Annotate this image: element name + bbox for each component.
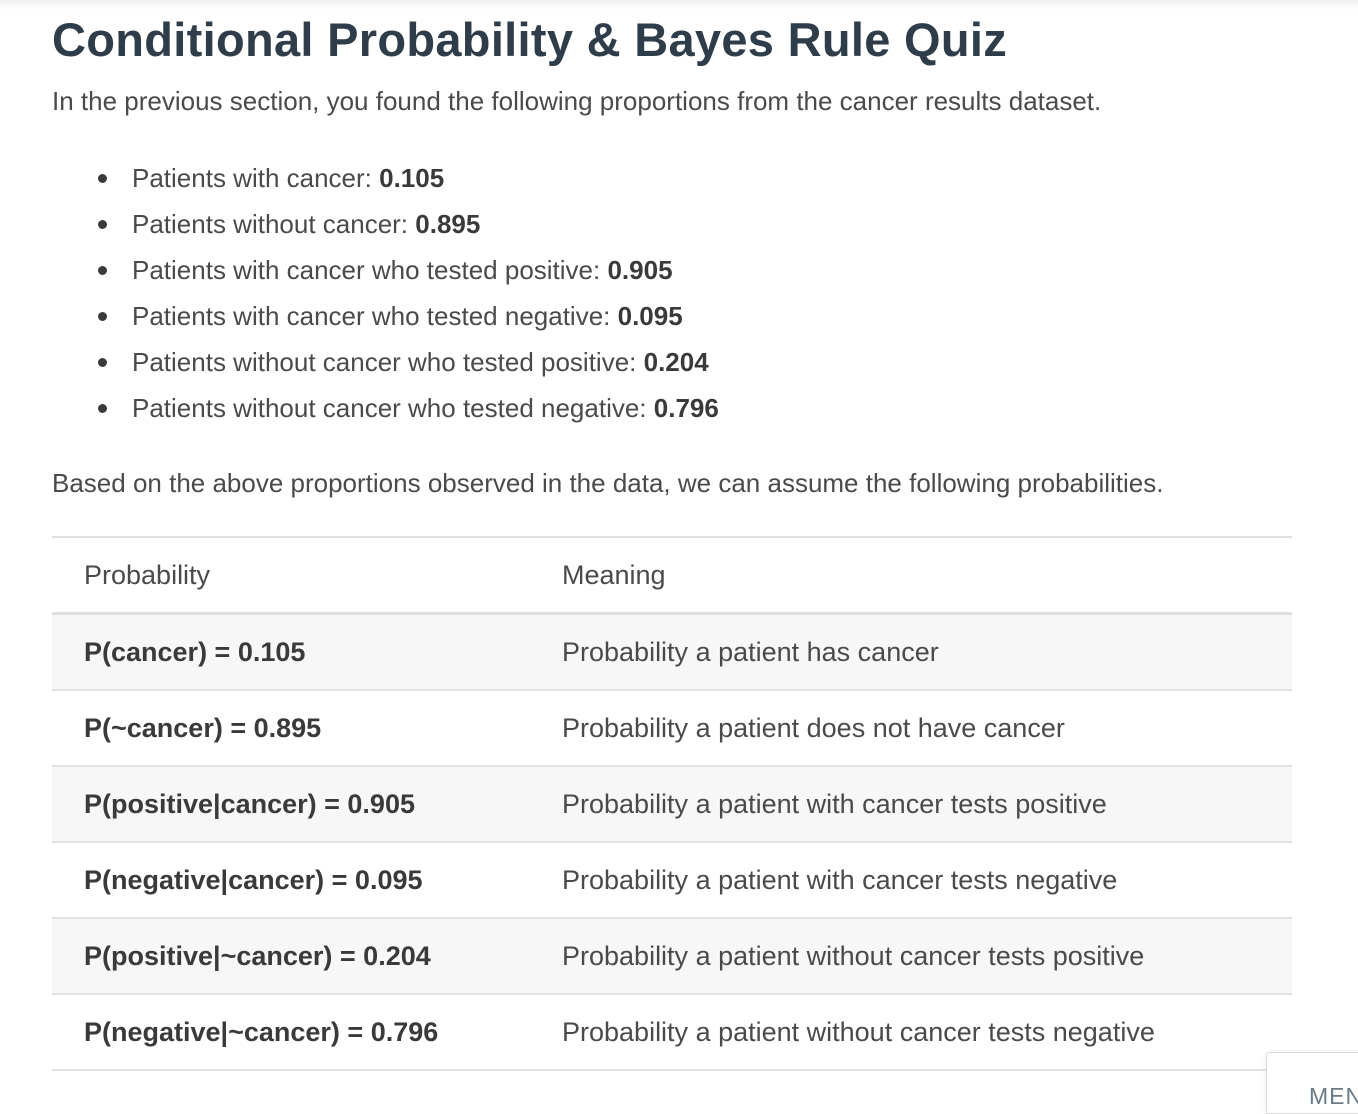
- list-item: Patients with cancer who tested negative…: [52, 293, 719, 339]
- probability-cell: P(positive|cancer) = 0.905: [52, 766, 530, 843]
- proportion-value: 0.095: [617, 301, 683, 331]
- proportions-list: Patients with cancer: 0.105 Patients wit…: [52, 155, 719, 431]
- probability-cell: P(cancer) = 0.105: [52, 613, 530, 691]
- column-header-probability: Probability: [52, 537, 530, 615]
- proportion-label: Patients with cancer who tested negative…: [132, 301, 618, 331]
- meaning-cell: Probability a patient does not have canc…: [530, 690, 1292, 767]
- proportion-label: Patients without cancer who tested posit…: [132, 347, 644, 377]
- meaning-cell: Probability a patient has cancer: [530, 613, 1292, 691]
- proportion-value: 0.895: [415, 209, 481, 239]
- proportion-label: Patients with cancer:: [132, 163, 380, 193]
- proportion-label: Patients with cancer who tested positive…: [132, 255, 608, 285]
- top-shadow: [0, 0, 1358, 10]
- table-row: P(positive|~cancer) = 0.204 Probability …: [52, 918, 1292, 995]
- meaning-cell: Probability a patient without cancer tes…: [530, 994, 1292, 1071]
- list-item: Patients with cancer: 0.105: [52, 155, 719, 201]
- proportion-label: Patients without cancer who tested negat…: [132, 393, 654, 423]
- proportion-label: Patients without cancer:: [132, 209, 416, 239]
- menu-button[interactable]: MEN: [1266, 1052, 1358, 1114]
- table-row: P(positive|cancer) = 0.905 Probability a…: [52, 766, 1292, 843]
- probability-cell: P(negative|cancer) = 0.095: [52, 842, 530, 919]
- bullet-icon: [98, 312, 107, 321]
- list-item: Patients without cancer who tested posit…: [52, 339, 719, 385]
- table-header-row: Probability Meaning: [52, 537, 1292, 615]
- column-header-meaning: Meaning: [530, 537, 1292, 615]
- menu-label: MEN: [1309, 1083, 1358, 1109]
- bullet-icon: [98, 404, 107, 413]
- proportion-value: 0.204: [643, 347, 709, 377]
- bullet-icon: [98, 358, 107, 367]
- page-title: Conditional Probability & Bayes Rule Qui…: [52, 13, 1008, 66]
- bullet-icon: [98, 220, 107, 229]
- bullet-icon: [98, 174, 107, 183]
- meaning-cell: Probability a patient without cancer tes…: [530, 918, 1292, 995]
- probability-cell: P(positive|~cancer) = 0.204: [52, 918, 530, 995]
- intro-paragraph: In the previous section, you found the f…: [52, 86, 1102, 116]
- bullet-icon: [98, 266, 107, 275]
- table-row: P(cancer) = 0.105 Probability a patient …: [52, 613, 1292, 691]
- proportion-value: 0.105: [379, 163, 445, 193]
- proportion-value: 0.796: [653, 393, 719, 423]
- list-item: Patients without cancer who tested negat…: [52, 385, 719, 431]
- probability-table: Probability Meaning P(cancer) = 0.105 Pr…: [52, 536, 1292, 1071]
- proportion-value: 0.905: [607, 255, 673, 285]
- table-row: P(negative|cancer) = 0.095 Probability a…: [52, 842, 1292, 919]
- list-item: Patients without cancer: 0.895: [52, 201, 719, 247]
- meaning-cell: Probability a patient with cancer tests …: [530, 766, 1292, 843]
- table-row: P(~cancer) = 0.895 Probability a patient…: [52, 690, 1292, 767]
- probability-cell: P(~cancer) = 0.895: [52, 690, 530, 767]
- probability-cell: P(negative|~cancer) = 0.796: [52, 994, 530, 1071]
- probabilities-intro: Based on the above proportions observed …: [52, 468, 1164, 498]
- list-item: Patients with cancer who tested positive…: [52, 247, 719, 293]
- table-row: P(negative|~cancer) = 0.796 Probability …: [52, 994, 1292, 1071]
- meaning-cell: Probability a patient with cancer tests …: [530, 842, 1292, 919]
